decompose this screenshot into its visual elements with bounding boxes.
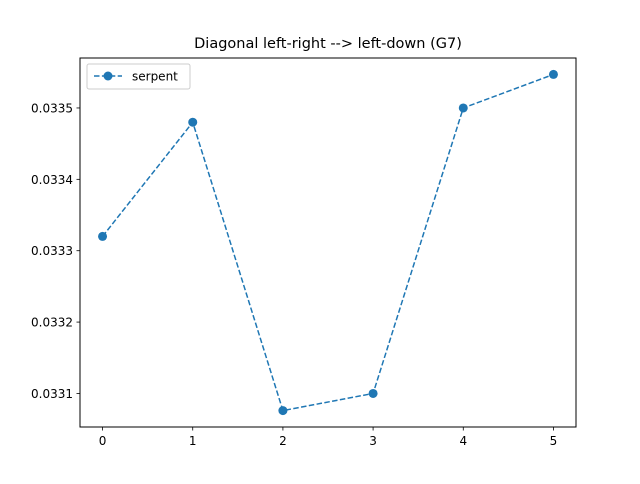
data-point <box>458 103 468 113</box>
plot-frame <box>79 57 577 428</box>
x-tick-label: 2 <box>279 434 287 448</box>
x-tick-label: 3 <box>369 434 377 448</box>
x-tick-label: 5 <box>550 434 558 448</box>
y-tick-label: 0.0332 <box>31 316 73 330</box>
y-tick-label: 0.0331 <box>31 387 73 401</box>
data-point <box>188 117 198 127</box>
y-tick-label: 0.0335 <box>31 101 73 115</box>
y-tick-label: 0.0333 <box>31 244 73 258</box>
legend-label: serpent <box>132 70 178 84</box>
legend-box <box>86 63 191 90</box>
y-tick-label: 0.0334 <box>31 173 73 187</box>
data-point <box>368 388 378 398</box>
legend-marker <box>103 71 113 81</box>
data-point <box>548 69 558 79</box>
legend: serpent <box>86 63 191 90</box>
data-point <box>278 406 288 416</box>
series-line <box>101 73 554 412</box>
chart-title: Diagonal left-right --> left-down (G7) <box>194 36 462 52</box>
x-tick-label: 4 <box>459 434 467 448</box>
data-point <box>98 231 108 241</box>
axes: 0 1 2 3 4 5 0.0331 0.0332 0.0333 0.0334 0.0335 <box>31 57 577 448</box>
x-tick-label: 1 <box>189 434 197 448</box>
series-layer <box>98 69 558 416</box>
x-tick-label: 0 <box>99 434 107 448</box>
